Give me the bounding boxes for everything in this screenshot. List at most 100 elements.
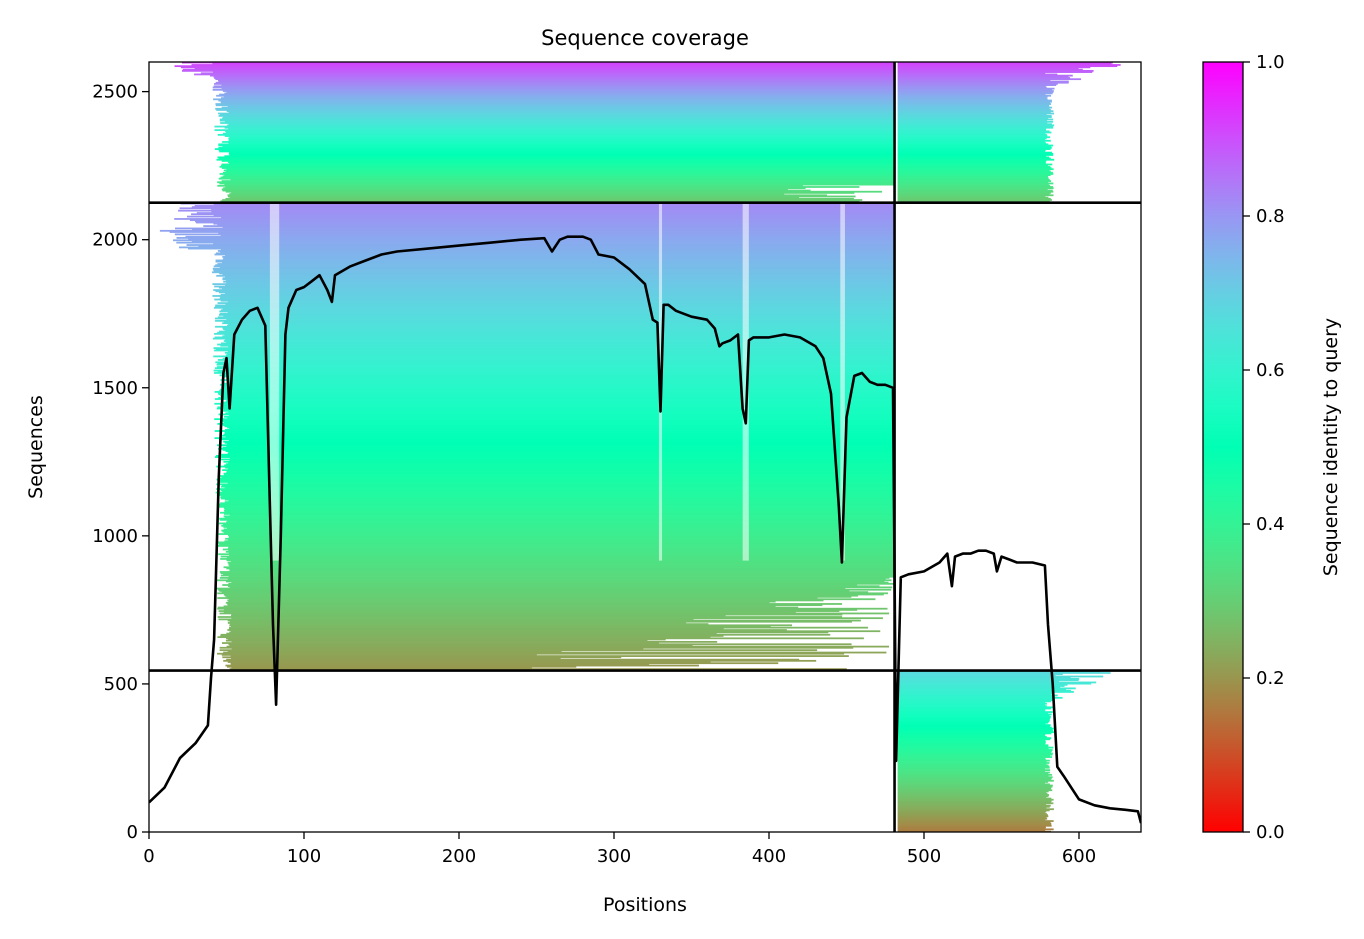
- coverage-band: [897, 694, 1058, 697]
- coverage-band: [897, 685, 1065, 687]
- coverage-band: [214, 402, 895, 405]
- coverage-band: [224, 329, 895, 332]
- coverage-band: [897, 790, 1049, 793]
- coverage-band: [215, 491, 895, 494]
- coverage-band: [222, 548, 895, 551]
- coverage-band: [897, 169, 1050, 172]
- coverage-band: [224, 501, 895, 503]
- coverage-band: [897, 741, 1046, 744]
- coverage-band: [218, 177, 895, 180]
- coverage-band: [220, 572, 895, 575]
- coverage-band: [897, 686, 1061, 689]
- coverage-band: [215, 290, 895, 293]
- coverage-band: [223, 364, 895, 367]
- coverage-band: [897, 117, 1049, 120]
- coverage-band: [214, 83, 895, 85]
- coverage-band: [212, 88, 895, 91]
- coverage-band: [225, 639, 648, 642]
- coverage-band: [897, 176, 1049, 179]
- coverage-band: [216, 158, 895, 161]
- coverage-band: [219, 374, 895, 377]
- coverage-band: [213, 203, 895, 206]
- coverage-band: [223, 373, 895, 376]
- coverage-band: [217, 607, 888, 610]
- coverage-band: [231, 613, 843, 616]
- coverage-band: [897, 802, 1054, 805]
- coverage-band: [223, 605, 776, 608]
- coverage-line: [149, 235, 1141, 824]
- coverage-band: [217, 331, 895, 334]
- coverage-band: [211, 208, 895, 211]
- coverage-band: [897, 692, 1053, 694]
- coverage-band: [218, 542, 895, 545]
- coverage-band: [214, 253, 895, 256]
- coverage-band: [214, 437, 895, 440]
- coverage-band: [897, 87, 1055, 90]
- coverage-band: [225, 284, 895, 287]
- coverage-band: [215, 325, 895, 328]
- coverage-band: [229, 620, 852, 623]
- coverage-band: [223, 408, 895, 411]
- coverage-band: [223, 513, 895, 515]
- coverage-band: [225, 130, 895, 133]
- coverage-band: [897, 826, 1046, 828]
- coverage-band: [897, 724, 1051, 726]
- coverage-band: [897, 81, 1069, 84]
- coverage-band: [897, 113, 1047, 116]
- coverage-band: [220, 234, 895, 237]
- coverage-band: [213, 289, 895, 291]
- coverage-band: [218, 286, 895, 289]
- colorbar: [1202, 61, 1244, 833]
- coverage-band: [219, 518, 895, 521]
- coverage-band: [897, 728, 1053, 731]
- coverage-band: [897, 810, 1047, 813]
- coverage-band: [218, 588, 892, 591]
- coverage-band: [897, 775, 1049, 777]
- coverage-band: [897, 770, 1046, 773]
- coverage-band: [897, 720, 1050, 723]
- coverage-band: [217, 477, 895, 480]
- coverage-band: [220, 309, 895, 312]
- coverage-band: [229, 151, 895, 154]
- y-tick-label: 500: [104, 674, 138, 695]
- coverage-band: [222, 308, 895, 310]
- coverage-band: [213, 242, 895, 245]
- coverage-band: [220, 574, 895, 577]
- coverage-band: [897, 784, 1053, 787]
- coverage-band: [217, 223, 895, 226]
- coverage-band: [219, 165, 895, 168]
- coverage-band: [228, 552, 895, 554]
- coverage-band: [897, 778, 1052, 781]
- colorbar-tick-label: 0.8: [1256, 206, 1285, 227]
- coverage-band: [217, 362, 895, 365]
- coverage-band: [897, 162, 1046, 165]
- coverage-band: [203, 225, 895, 227]
- coverage-band: [222, 584, 858, 586]
- coverage-band: [226, 282, 895, 284]
- coverage-band: [216, 587, 846, 590]
- coverage-band: [897, 814, 1048, 817]
- coverage-band: [897, 804, 1051, 807]
- coverage-band: [897, 738, 1051, 741]
- coverage-band: [897, 824, 1052, 827]
- coverage-band: [228, 546, 895, 548]
- coverage-band: [897, 750, 1052, 753]
- coverage-band: [229, 568, 895, 571]
- coverage-band: [226, 637, 864, 640]
- y-tick-label: 2000: [92, 230, 138, 251]
- coverage-band: [897, 67, 1079, 70]
- coverage-band: [225, 550, 895, 553]
- coverage-band: [230, 178, 895, 181]
- coverage-band: [897, 177, 1049, 180]
- coverage-band: [897, 730, 1054, 732]
- coverage-band: [224, 464, 895, 467]
- coverage-band: [897, 71, 1093, 73]
- coverage-band: [897, 714, 1050, 717]
- coverage-band: [214, 148, 895, 150]
- coverage-band: [214, 372, 895, 374]
- coverage-band: [215, 361, 895, 364]
- coverage-band: [222, 189, 811, 192]
- chart-title: Sequence coverage: [541, 26, 749, 50]
- coverage-band: [221, 216, 895, 219]
- coverage-band: [216, 478, 895, 481]
